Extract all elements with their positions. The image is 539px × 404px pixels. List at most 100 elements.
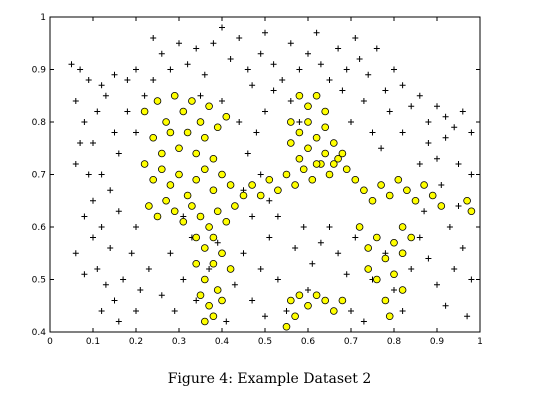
plus-marker [85, 171, 92, 178]
plus-marker [158, 50, 165, 57]
plus-marker [352, 35, 359, 41]
plus-marker [257, 171, 264, 178]
plus-marker [459, 245, 466, 251]
plus-marker [416, 161, 423, 167]
circle-marker [291, 312, 299, 321]
circle-marker [321, 123, 330, 132]
plus-marker [459, 108, 466, 115]
x-tick-label: 1 [477, 337, 483, 347]
circle-marker [256, 191, 265, 200]
circle-marker [192, 175, 201, 184]
plus-marker [313, 29, 320, 36]
plus-marker [451, 266, 458, 272]
circle-marker [140, 107, 149, 116]
plus-marker [446, 224, 453, 230]
plus-marker [455, 203, 462, 209]
plus-marker [197, 92, 204, 99]
plus-marker [72, 161, 79, 167]
plus-marker [257, 50, 264, 57]
plus-marker [98, 82, 105, 89]
plus-marker [339, 87, 346, 94]
circle-marker [364, 244, 373, 252]
circle-marker [390, 270, 398, 279]
plus-marker [399, 82, 406, 89]
circle-marker [304, 301, 312, 310]
circle-marker [312, 291, 321, 300]
circle-marker [467, 207, 476, 216]
x-axis-tick-labels: 0 0.1 0.2 0.3 0.4 0.5 0.6 0.7 0.8 0.9 1 [47, 337, 483, 347]
circle-marker [201, 244, 209, 252]
x-tick-label: 0.5 [258, 337, 272, 347]
circle-marker [166, 128, 175, 137]
circle-marker [463, 196, 471, 205]
plus-marker [124, 108, 131, 115]
circle-marker [360, 186, 368, 195]
x-tick-label: 0.8 [387, 337, 402, 347]
circle-marker [334, 154, 342, 163]
circle-marker [407, 233, 416, 242]
plus-marker [111, 297, 118, 304]
plus-marker [305, 50, 311, 57]
data-points [68, 24, 476, 331]
circle-marker [291, 181, 299, 189]
circle-marker [218, 296, 226, 305]
circle-marker [196, 212, 205, 221]
circle-marker [338, 296, 347, 305]
circle-marker [239, 191, 248, 200]
plus-marker [386, 108, 393, 115]
plus-marker [257, 266, 264, 272]
circle-marker [205, 223, 213, 231]
plus-marker [270, 61, 277, 68]
plus-marker [81, 213, 88, 220]
circle-marker [192, 149, 201, 158]
plus-marker [343, 271, 350, 278]
plus-marker [455, 161, 462, 167]
circle-marker [170, 207, 179, 216]
plus-marker [279, 77, 286, 83]
plus-marker [434, 155, 440, 162]
circle-marker [312, 91, 321, 100]
circle-marker [372, 233, 381, 242]
plus-marker [399, 308, 406, 314]
plus-marker [244, 150, 251, 157]
plus-marker [451, 124, 458, 131]
plus-marker [305, 287, 311, 293]
plus-marker [365, 71, 372, 78]
circle-marker [274, 186, 282, 195]
circle-marker [304, 102, 312, 111]
plus-marker [391, 287, 397, 293]
plus-marker [102, 281, 109, 288]
circle-marker [420, 181, 428, 189]
circle-marker [218, 170, 226, 179]
circle-marker [170, 91, 179, 100]
plus-marker [421, 208, 428, 215]
plus-marker [111, 71, 118, 78]
circle-marker [162, 196, 170, 205]
plus-marker [274, 213, 281, 220]
circle-marker [286, 118, 295, 126]
plus-marker [382, 87, 389, 94]
plus-marker [317, 61, 324, 68]
circle-marker [295, 91, 304, 100]
circle-marker [188, 97, 196, 105]
plus-marker [287, 98, 294, 104]
circle-marker [183, 128, 192, 137]
plus-marker [356, 56, 363, 62]
plus-marker [120, 276, 127, 283]
plus-marker [309, 260, 316, 267]
circle-marker [201, 165, 209, 174]
plus-marker [360, 98, 367, 104]
plus-marker [468, 276, 475, 283]
plus-marker [98, 224, 105, 230]
circle-marker [226, 265, 235, 273]
plus-marker [442, 113, 449, 120]
x-tick-label: 0.3 [172, 337, 186, 347]
plus-marker [352, 234, 359, 241]
plus-marker [214, 239, 221, 246]
plus-marker [343, 66, 350, 73]
circle-marker [338, 149, 347, 158]
plus-marker [438, 182, 445, 188]
plus-marker [425, 255, 432, 262]
circle-marker [342, 165, 351, 174]
circle-marker [381, 254, 390, 263]
